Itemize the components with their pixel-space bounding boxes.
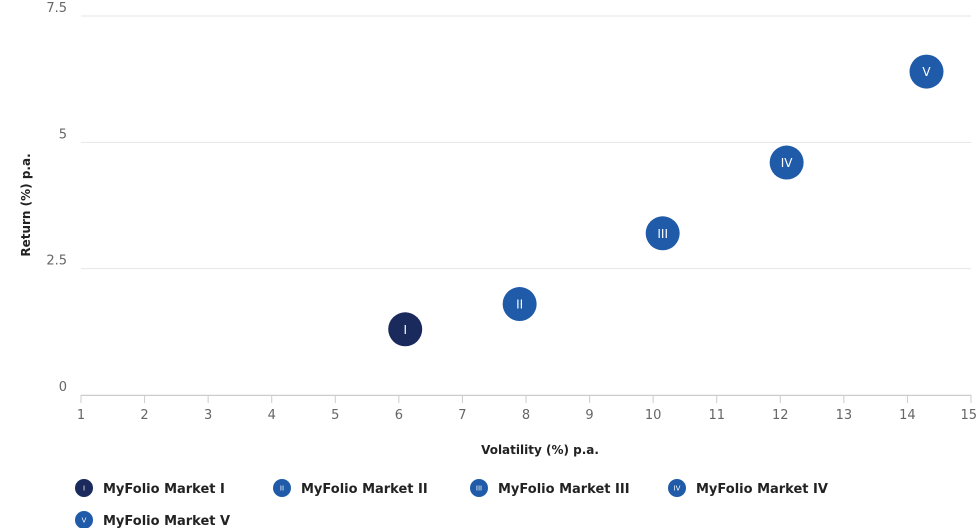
data-point-2[interactable]: II [502,287,537,322]
data-point-label: II [516,298,523,312]
legend-label: MyFolio Market IV [696,482,828,497]
legend-label: MyFolio Market II [301,482,428,497]
data-point-label: I [403,323,407,337]
data-point-1[interactable]: I [388,312,423,347]
legend-marker [273,479,291,497]
legend-marker [470,479,488,497]
x-tick-label: 8 [522,408,530,423]
y-axis-title: Return (%) p.a. [19,153,33,256]
grid-lines [81,15,971,396]
data-point-marker [388,312,423,347]
legend-marker-label: II [280,485,284,493]
legend-marker-label: III [476,485,482,493]
data-point-label: IV [781,156,794,170]
legend-item-2[interactable]: II MyFolio Market II [273,479,428,497]
legend-marker-label: V [82,517,87,525]
data-point-marker [769,145,804,180]
legend-item-4[interactable]: IV MyFolio Market IV [668,479,828,497]
y-tick-label: 5 [59,127,67,142]
legend-label: MyFolio Market III [498,482,630,497]
legend-marker-label: I [83,485,85,493]
legend: I MyFolio Market I II MyFolio Market II III M… [75,479,828,528]
data-point-marker [645,216,680,251]
data-point-marker [502,287,537,322]
data-point-5[interactable]: V [909,54,944,89]
x-tick-label: 15 [960,408,977,423]
data-point-label: III [657,227,668,241]
legend-item-3[interactable]: III MyFolio Market III [470,479,630,497]
data-point-4[interactable]: IV [769,145,804,180]
y-tick-label: 0 [59,380,67,395]
x-tick-label: 10 [645,408,662,423]
axes [80,395,972,403]
x-tick-label: 3 [204,408,212,423]
legend-item-1[interactable]: I MyFolio Market I [75,479,225,497]
data-point-label: V [922,65,931,79]
x-tick-label: 11 [708,408,725,423]
x-tick-label: 5 [331,408,339,423]
legend-marker [75,479,93,497]
x-tick-labels: 1 2 3 4 5 6 7 8 9 10 11 12 13 14 15 [77,408,977,423]
legend-marker [668,479,686,497]
x-axis-title: Volatility (%) p.a. [481,443,599,457]
x-tick-label: 13 [836,408,853,423]
legend-marker-label: IV [674,485,681,493]
y-tick-label: 2.5 [46,254,67,269]
data-point-marker [909,54,944,89]
legend-label: MyFolio Market I [103,482,225,497]
y-tick-label: 7.5 [46,1,67,16]
legend-item-5[interactable]: V MyFolio Market V [75,511,230,528]
x-tick-label: 9 [585,408,593,423]
data-point-3[interactable]: III [645,216,680,251]
legend-label: MyFolio Market V [103,514,230,528]
legend-marker [75,511,93,528]
x-tick-label: 7 [458,408,466,423]
y-tick-labels: 0 2.5 5 7.5 [46,1,67,395]
x-tick-label: 12 [772,408,789,423]
x-tick-label: 4 [268,408,276,423]
x-tick-label: 2 [140,408,148,423]
x-tick-label: 1 [77,408,85,423]
x-tick-label: 6 [395,408,403,423]
x-tick-label: 14 [899,408,916,423]
